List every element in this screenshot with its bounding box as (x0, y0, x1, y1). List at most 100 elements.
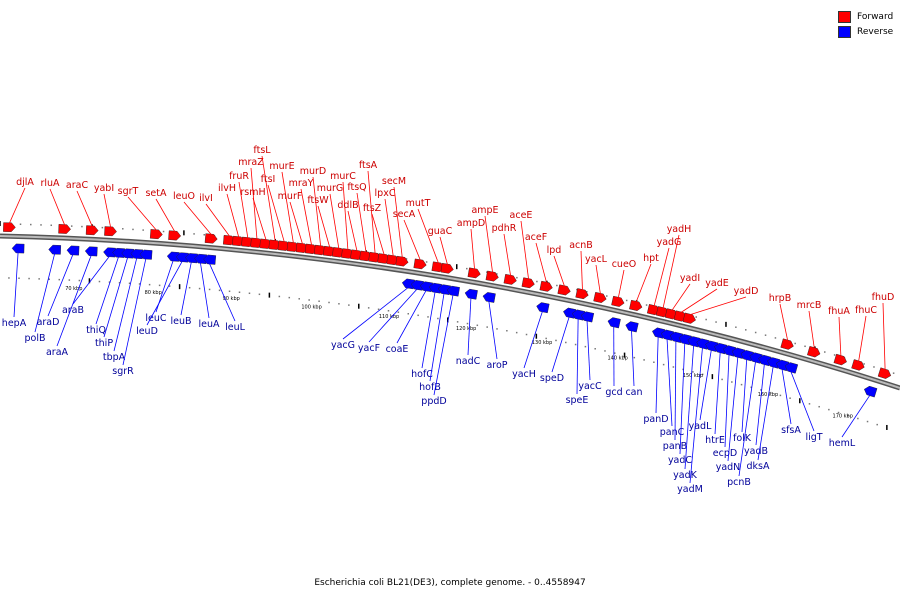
forward-gene-label: acnB (569, 240, 593, 251)
forward-gene-label: mutT (406, 198, 431, 209)
reverse-gene-label: leuC (145, 313, 167, 324)
forward-gene-label: fhuC (855, 305, 877, 316)
reverse-gene-label: yadL (689, 421, 712, 432)
tick-lower (506, 329, 508, 332)
tick-lower (662, 363, 665, 366)
tick-lower (248, 292, 251, 295)
tick-upper (516, 276, 518, 279)
tick-lower (633, 356, 636, 359)
forward-gene-leader (300, 188, 312, 246)
forward-gene-leader (281, 171, 294, 244)
reverse-gene-leader (724, 354, 730, 448)
forward-gene-leader (858, 315, 867, 362)
tick-lower (417, 314, 419, 317)
forward-gene-leader (289, 201, 303, 245)
scale-label: 70 kbp (65, 286, 82, 292)
reverse-gene-label: hepA (2, 318, 27, 329)
reverse-gene-leader (738, 361, 756, 477)
forward-gene-leader (76, 190, 93, 227)
reverse-gene-label: araD (37, 317, 60, 328)
reverse-gene-label: sgrR (112, 366, 134, 377)
reverse-gene-leader (421, 291, 436, 369)
scale-label: 160 kbp (758, 392, 778, 398)
tick-upper (625, 299, 628, 302)
tick-lower (437, 317, 439, 320)
tick-lower (653, 361, 655, 363)
forward-gene-leader (662, 234, 680, 309)
forward-gene-leader (261, 155, 276, 241)
forward-gene-label: ftsQ (347, 182, 366, 193)
reverse-gene-label: yacF (358, 343, 380, 354)
reverse-gene-label: aroP (486, 360, 507, 371)
tick-upper (30, 223, 32, 226)
reverse-gene-arrow (864, 385, 878, 398)
reverse-gene-label: panB (663, 441, 687, 452)
reverse-gene-leader (429, 293, 445, 382)
tick-lower (158, 284, 161, 287)
forward-gene-leader (617, 269, 625, 298)
reverse-gene-label: speE (566, 395, 589, 406)
forward-gene-leader (680, 288, 718, 313)
tick-lower (456, 321, 459, 323)
tick-lower (268, 292, 271, 298)
reverse-gene-label: htrE (705, 435, 725, 446)
forward-gene-leader (653, 247, 670, 307)
tick-upper (833, 354, 836, 356)
tick-lower (447, 317, 449, 323)
legend-forward: Forward (838, 9, 900, 24)
forward-gene-arrow (593, 291, 607, 303)
reverse-gene-label: can (625, 387, 642, 398)
reverse-gene-label: yadK (673, 470, 697, 481)
forward-gene-label: murF (278, 191, 303, 202)
forward-gene-arrow (104, 226, 117, 237)
tick-lower (228, 290, 231, 293)
tick-lower (565, 341, 567, 344)
tick-lower (108, 281, 111, 283)
reverse-gene-label: speD (540, 373, 564, 384)
reverse-gene-arrow (203, 254, 217, 265)
forward-gene-leader (470, 228, 475, 270)
reverse-gene-leader (103, 257, 129, 338)
tick-upper (705, 318, 707, 321)
forward-gene-arrow (149, 229, 163, 240)
forward-gene-leader (252, 197, 267, 241)
tick-lower (799, 398, 801, 404)
legend-reverse-label: Reverse (857, 26, 894, 37)
scale-label: 80 kbp (145, 290, 162, 296)
tick-lower (808, 403, 811, 405)
reverse-gene-leader (757, 366, 774, 461)
reverse-gene-leader (488, 301, 498, 360)
reverse-gene-label: yadC (668, 455, 692, 466)
reverse-gene-label: panC (660, 427, 685, 438)
forward-gene-leader (393, 186, 403, 258)
forward-gene-label: ilvH (218, 183, 236, 194)
tick-lower (789, 397, 791, 399)
reverse-gene-leader (841, 394, 871, 438)
forward-gene-arrow (58, 224, 71, 234)
forward-gene-label: hrpB (769, 293, 791, 304)
reverse-gene-leader (200, 262, 210, 319)
tick-upper (122, 228, 124, 230)
reverse-gene-label: nadC (456, 356, 481, 367)
tick-upper (193, 233, 195, 235)
legend-reverse: Reverse (838, 24, 900, 39)
forward-gene-leader (779, 303, 789, 341)
tick-lower (148, 283, 151, 286)
reverse-gene-leader (689, 347, 703, 484)
forward-gene-leader (580, 250, 583, 291)
scale-label: 170 kbp (833, 413, 853, 419)
forward-swatch (838, 10, 851, 23)
tick-upper (162, 230, 165, 233)
tick-lower (178, 284, 181, 290)
reverse-gene-leader (790, 371, 815, 432)
tick-upper (735, 326, 737, 328)
tick-lower (643, 359, 645, 361)
reverse-gene-label: yadB (744, 446, 768, 457)
forward-gene-label: ftsW (307, 195, 329, 206)
forward-gene-label: yadD (734, 286, 759, 297)
forward-gene-label: djlA (16, 177, 34, 188)
tick-lower (48, 278, 50, 280)
reverse-gene-label: thiQ (86, 325, 106, 336)
reverse-gene-arrow (139, 249, 153, 260)
